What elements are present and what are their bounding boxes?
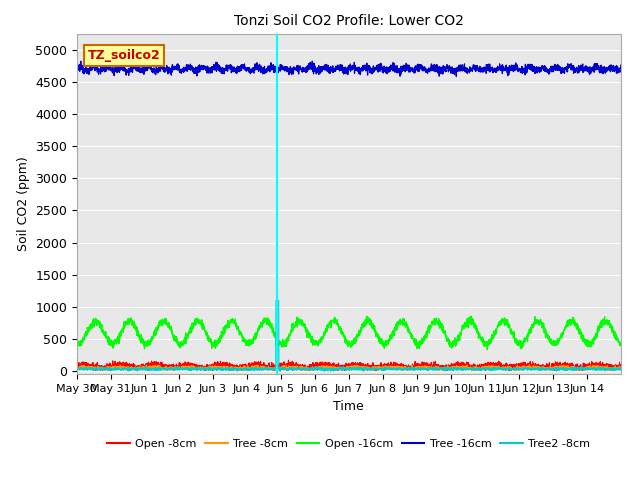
Open -8cm [617, 364, 625, 370]
Open -8cm [305, 368, 313, 373]
Tree2 -8cm [167, 364, 175, 370]
Tree -8cm [73, 362, 81, 368]
Title: Tonzi Soil CO2 Profile: Lower CO2: Tonzi Soil CO2 Profile: Lower CO2 [234, 14, 464, 28]
Tree2 -8cm [607, 366, 614, 372]
X-axis label: Time: Time [333, 400, 364, 413]
Open -16cm [135, 334, 143, 339]
Y-axis label: Soil CO2 (ppm): Soil CO2 (ppm) [17, 156, 29, 252]
Tree -8cm [135, 365, 143, 371]
Open -16cm [617, 340, 625, 346]
Open -16cm [483, 347, 491, 352]
Legend: Open -8cm, Tree -8cm, Open -16cm, Tree -16cm, Tree2 -8cm: Open -8cm, Tree -8cm, Open -16cm, Tree -… [103, 434, 595, 454]
Tree -8cm [168, 367, 175, 372]
Tree -16cm [607, 69, 614, 74]
Line: Open -16cm: Open -16cm [77, 316, 621, 349]
Line: Open -8cm: Open -8cm [77, 360, 621, 371]
Tree2 -8cm [276, 368, 284, 374]
Tree -16cm [548, 69, 556, 75]
Tree -16cm [73, 67, 81, 72]
Open -8cm [548, 361, 556, 367]
Text: TZ_soilco2: TZ_soilco2 [88, 49, 161, 62]
Tree -16cm [135, 64, 143, 70]
Open -8cm [73, 361, 81, 367]
Tree2 -8cm [73, 365, 81, 371]
Tree -8cm [463, 362, 471, 368]
Open -8cm [282, 364, 289, 370]
Tree -8cm [305, 366, 313, 372]
Tree -16cm [617, 62, 625, 68]
Open -8cm [92, 368, 100, 373]
Open -16cm [607, 321, 614, 326]
Open -8cm [607, 361, 614, 367]
Open -16cm [305, 333, 313, 339]
Tree2 -8cm [135, 366, 143, 372]
Tree -8cm [607, 367, 614, 372]
Open -16cm [282, 343, 289, 348]
Tree2 -8cm [617, 367, 625, 373]
Tree -8cm [548, 366, 556, 372]
Tree -8cm [617, 367, 625, 372]
Tree2 -8cm [272, 298, 280, 303]
Tree -16cm [282, 64, 289, 70]
Line: Tree -8cm: Tree -8cm [77, 365, 621, 371]
Open -16cm [548, 338, 556, 344]
Tree2 -8cm [548, 366, 556, 372]
Tree -16cm [168, 72, 175, 78]
Tree2 -8cm [305, 367, 313, 372]
Open -8cm [285, 357, 292, 363]
Tree -8cm [132, 368, 140, 374]
Open -8cm [168, 364, 175, 370]
Tree -8cm [282, 366, 289, 372]
Tree2 -8cm [282, 366, 290, 372]
Tree -16cm [452, 73, 460, 79]
Tree -16cm [305, 65, 313, 71]
Line: Tree2 -8cm: Tree2 -8cm [77, 300, 621, 371]
Open -8cm [135, 363, 143, 369]
Open -16cm [167, 325, 175, 331]
Tree -16cm [77, 59, 84, 64]
Open -16cm [467, 313, 475, 319]
Open -16cm [73, 340, 81, 346]
Line: Tree -16cm: Tree -16cm [77, 61, 621, 76]
